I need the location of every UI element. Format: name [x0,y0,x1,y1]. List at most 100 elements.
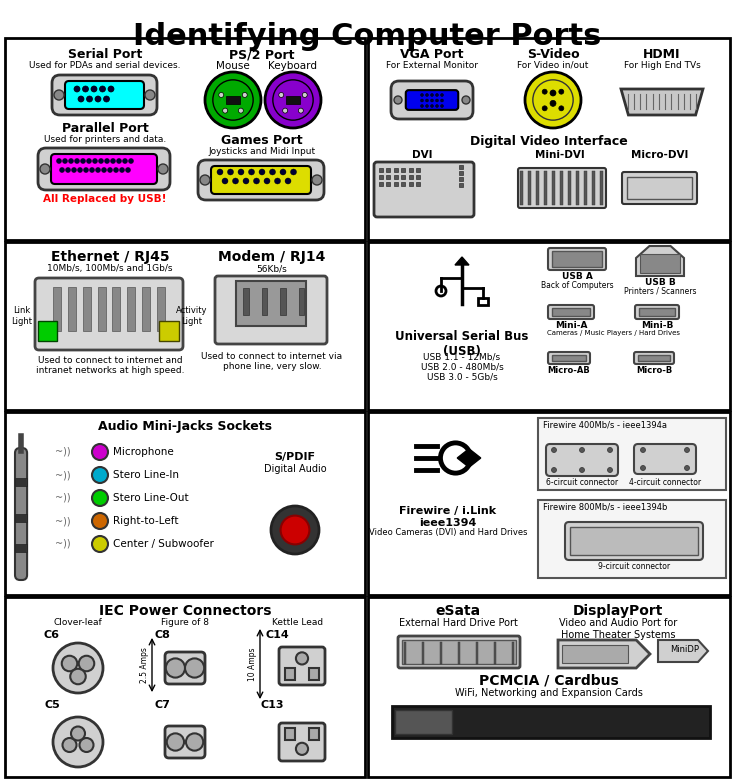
Bar [459,171,463,175]
Text: Back of Computers: Back of Computers [541,281,613,290]
Text: Right-to-Left: Right-to-Left [113,516,179,526]
Text: Used to connect to internet via
phone line, very slow.: Used to connect to internet via phone li… [201,352,343,371]
Circle shape [126,167,131,173]
Bar [600,171,603,205]
Circle shape [104,159,110,163]
FancyBboxPatch shape [518,168,606,208]
FancyBboxPatch shape [165,652,205,684]
Bar [387,182,390,186]
Circle shape [110,159,115,163]
Bar [576,171,579,205]
Circle shape [57,159,62,163]
Circle shape [640,447,645,453]
Polygon shape [455,257,469,265]
Text: S/PDIF: S/PDIF [274,452,315,462]
Circle shape [90,167,95,173]
Text: ~)): ~)) [55,539,71,549]
Bar [562,645,628,663]
FancyBboxPatch shape [52,75,157,115]
Text: USB B: USB B [645,278,675,287]
Bar [553,171,556,205]
Circle shape [167,734,184,751]
Bar [285,727,295,741]
Text: Used for PDAs and serial devices.: Used for PDAs and serial devices. [29,61,181,70]
Circle shape [420,94,423,96]
Bar [262,288,268,314]
Circle shape [96,167,101,173]
Bar [627,177,692,199]
Bar [298,288,304,314]
FancyBboxPatch shape [35,278,183,350]
Bar [568,171,572,205]
FancyBboxPatch shape [635,305,679,319]
Text: Center / Subwoofer: Center / Subwoofer [113,539,214,549]
Text: Micro-DVI: Micro-DVI [631,150,689,160]
Polygon shape [558,640,650,668]
Bar [459,177,463,181]
Circle shape [684,447,689,453]
Text: Mouse: Mouse [216,61,250,71]
Circle shape [462,96,470,104]
Text: Micro-AB: Micro-AB [548,366,590,375]
Circle shape [302,92,307,98]
Text: For Video in/out: For Video in/out [517,61,589,70]
Circle shape [436,94,439,96]
Text: Keyboard: Keyboard [268,61,318,71]
Text: Mini-A: Mini-A [555,321,587,330]
FancyBboxPatch shape [622,172,697,204]
Circle shape [298,108,304,113]
Circle shape [117,159,121,163]
Text: Mini-B: Mini-B [641,321,673,330]
Circle shape [79,656,94,671]
Text: Joysticks and Midi Input: Joysticks and Midi Input [209,147,315,156]
FancyBboxPatch shape [548,248,606,270]
Polygon shape [457,449,481,467]
Bar [538,418,726,490]
Text: Micro-B: Micro-B [636,366,672,375]
FancyBboxPatch shape [548,352,590,364]
Bar [157,287,165,332]
Text: Activity
Light: Activity Light [176,307,208,325]
Circle shape [542,106,547,111]
Bar [53,287,61,332]
Text: Digital Video Interface: Digital Video Interface [470,135,628,148]
Circle shape [551,447,556,453]
Text: Games Port: Games Port [221,134,303,147]
Circle shape [436,105,439,107]
Text: DVI: DVI [412,150,432,160]
Circle shape [550,100,556,106]
Text: For High End TVs: For High End TVs [623,61,700,70]
Circle shape [608,447,612,453]
Text: For External Monitor: For External Monitor [386,61,478,70]
Bar [537,171,539,205]
FancyBboxPatch shape [38,148,170,190]
Circle shape [200,175,210,185]
Text: WiFi, Networking and Expansion Cards: WiFi, Networking and Expansion Cards [455,688,643,698]
Bar [570,527,698,555]
Circle shape [271,506,319,554]
FancyBboxPatch shape [279,723,325,761]
Bar [638,355,670,361]
Text: Printers / Scanners: Printers / Scanners [624,287,696,296]
Text: C6: C6 [44,630,60,640]
Circle shape [426,94,429,96]
FancyBboxPatch shape [15,448,27,580]
Text: C14: C14 [265,630,289,640]
Bar [98,287,106,332]
Bar [5,38,365,240]
Circle shape [129,159,134,163]
Circle shape [84,167,88,173]
FancyBboxPatch shape [546,444,618,476]
Circle shape [186,734,204,751]
Bar [68,287,76,332]
Circle shape [525,72,581,128]
Circle shape [78,96,84,102]
Circle shape [270,169,276,175]
Text: Figure of 8: Figure of 8 [161,618,209,627]
Circle shape [104,96,110,102]
Circle shape [82,86,88,92]
Circle shape [431,105,434,107]
Bar [552,355,586,361]
Circle shape [53,717,103,767]
Circle shape [550,90,556,96]
